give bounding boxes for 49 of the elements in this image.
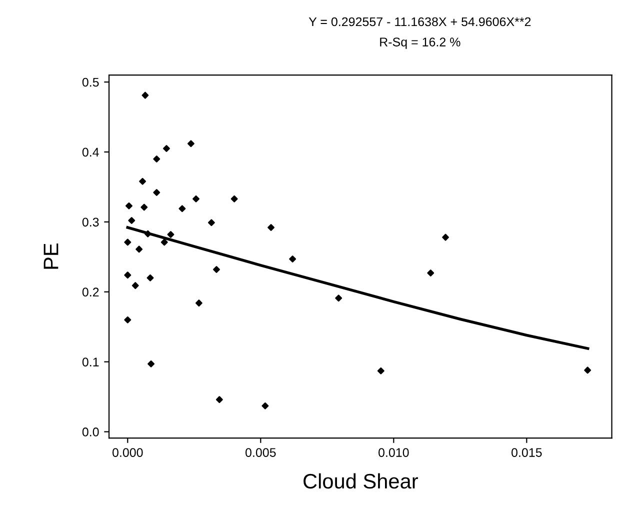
y-tick-label: 0.5 (82, 78, 99, 87)
point (195, 300, 202, 307)
point (153, 189, 160, 196)
point (208, 219, 215, 226)
point (144, 230, 152, 238)
chart-title: Y = 0.292557 - 11.1638X + 54.9606X**2 (308, 17, 531, 26)
point (139, 178, 146, 185)
point (124, 316, 132, 324)
point (192, 195, 200, 202)
point (230, 195, 238, 202)
point (427, 270, 434, 276)
point (126, 202, 132, 210)
point (584, 366, 592, 374)
point (377, 367, 384, 374)
point (167, 231, 174, 238)
x-axis-title: Cloud Shear (304, 473, 418, 489)
point (216, 396, 223, 404)
point (178, 205, 186, 212)
point (148, 360, 155, 368)
y-axis-title: PE (44, 244, 58, 269)
x-tick-label: 0.015 (512, 448, 542, 457)
x-tick-label: 0.005 (246, 448, 276, 457)
y-tick-label: 0.2 (82, 288, 99, 297)
point (335, 294, 342, 302)
x-tick-label: 0.010 (378, 448, 409, 457)
point (262, 402, 269, 410)
point (268, 224, 274, 231)
chart-subtitle: R-Sq = 16.2 % (380, 38, 460, 49)
y-tick-label: 0.3 (82, 218, 99, 227)
y-tick-label: 0.0 (82, 428, 99, 436)
point (140, 204, 148, 211)
x-tick-label: 0.000 (112, 448, 143, 457)
y-tick-label: 0.1 (82, 358, 99, 366)
point (289, 256, 296, 262)
point (187, 140, 194, 148)
point (132, 282, 139, 290)
point (136, 246, 143, 253)
point (128, 217, 136, 224)
line-series (126, 226, 590, 350)
point (142, 92, 149, 99)
point (153, 155, 160, 162)
point (163, 145, 170, 152)
point (124, 238, 132, 246)
point (213, 266, 220, 273)
point (146, 274, 154, 282)
point (160, 238, 168, 246)
point (442, 234, 449, 241)
point (124, 272, 132, 279)
y-tick-label: 0.4 (82, 148, 99, 157)
